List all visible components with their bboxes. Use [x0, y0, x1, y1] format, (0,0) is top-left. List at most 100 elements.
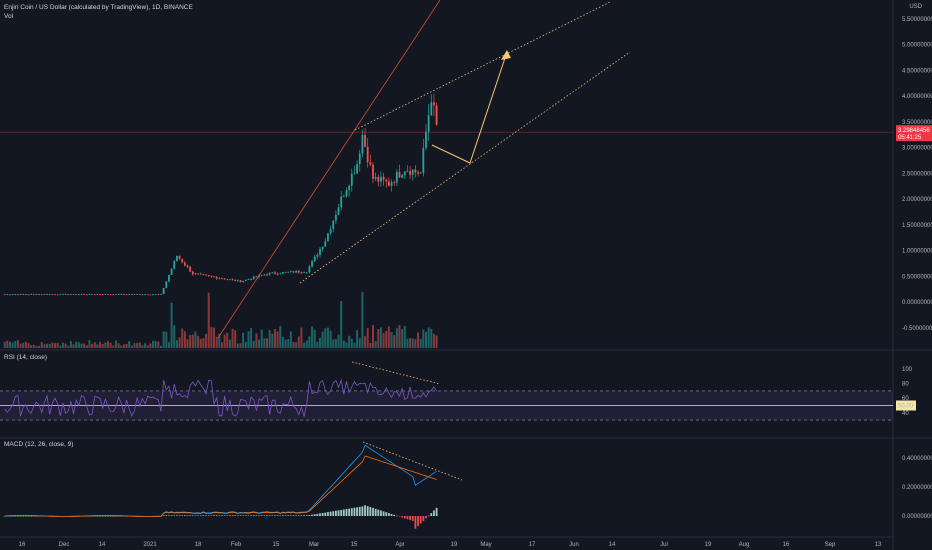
candle-body — [48, 294, 51, 296]
candle-body — [83, 294, 86, 295]
macd-histogram-bar — [202, 515, 205, 516]
candle-body — [247, 279, 250, 280]
candle-body — [366, 146, 369, 163]
candle-body — [162, 288, 165, 294]
rsi-divergence — [351, 361, 441, 385]
volume-bar — [91, 344, 94, 348]
macd-histogram-bar — [30, 515, 33, 517]
volume-bar — [141, 345, 144, 348]
candle-body — [417, 172, 419, 174]
x-tick-label: 14 — [609, 542, 616, 548]
candle-body — [361, 134, 364, 154]
volume-bar — [422, 329, 425, 348]
volume-bar — [266, 338, 268, 348]
volume-bar — [19, 343, 22, 348]
volume-bar — [207, 292, 210, 348]
candle-body — [311, 261, 313, 267]
macd-histogram-bar — [353, 507, 356, 516]
volume-bar — [154, 340, 157, 348]
macd-histogram-bar — [350, 508, 353, 516]
macd-histogram-bar — [207, 515, 210, 517]
candle-body — [305, 272, 308, 274]
macd-histogram-bar — [239, 515, 242, 516]
candle-body — [9, 294, 11, 296]
macd-histogram-bar — [176, 515, 178, 516]
volume-bar — [255, 333, 258, 348]
macd-histogram-bar — [191, 515, 194, 517]
volume-bar — [244, 342, 247, 348]
volume-bar — [11, 342, 14, 348]
candle-body — [313, 256, 316, 262]
volume-bar — [48, 343, 51, 348]
macd-histogram-bar — [435, 507, 438, 516]
volume-bar — [162, 331, 165, 348]
candle-body — [157, 294, 160, 295]
volume-bar — [247, 331, 250, 348]
volume-bar — [334, 338, 337, 348]
macd-histogram-bar — [22, 515, 25, 517]
macd-histogram-bar — [236, 515, 239, 517]
candle-body — [93, 294, 96, 296]
candle-body — [152, 294, 154, 296]
candle-body — [30, 294, 33, 295]
candle-body — [401, 175, 404, 178]
volume-bar — [85, 345, 88, 348]
candle-body — [104, 294, 107, 295]
x-tick-label: 16 — [783, 542, 790, 548]
y-tick-label: 2.00000000 — [902, 197, 932, 203]
volume-bar — [30, 345, 33, 348]
macd-histogram-bar — [93, 515, 96, 517]
volume-bar — [403, 326, 406, 348]
price-tag-countdown: 05:41:25 — [898, 135, 922, 141]
candle-body — [205, 274, 207, 276]
candle-body — [380, 176, 382, 182]
volume-bar — [228, 339, 231, 348]
candle-body — [101, 294, 104, 296]
volume-bar — [342, 340, 345, 348]
candle-body — [141, 294, 144, 296]
macd-histogram-bar — [109, 515, 112, 517]
volume-bar — [93, 342, 96, 348]
volume-bar — [8, 341, 11, 348]
candle-body — [221, 278, 223, 280]
macd-tick: 0.00000000 — [902, 514, 932, 520]
macd-histogram-bar — [356, 507, 358, 516]
macd-histogram-bar — [279, 515, 282, 517]
volume-bar — [64, 343, 67, 348]
volume-bar — [239, 343, 242, 348]
volume-bar — [218, 333, 221, 348]
macd-histogram-bar — [340, 509, 343, 516]
y-tick-label: -0.50000000 — [902, 326, 932, 332]
candle-body — [335, 214, 337, 221]
candle-body — [282, 272, 284, 274]
macd-histogram-bar — [218, 515, 221, 516]
macd-histogram-bar — [369, 507, 372, 516]
volume-bar — [51, 342, 54, 348]
macd-histogram-bar — [372, 507, 374, 516]
volume-bar — [263, 338, 266, 348]
volume-bar — [292, 341, 295, 348]
volume-bar — [165, 331, 168, 348]
macd-histogram-bar — [268, 515, 271, 516]
volume-bar — [411, 338, 414, 348]
candle-body — [356, 164, 358, 174]
candle-body — [125, 294, 128, 296]
candle-body — [40, 294, 43, 296]
candle-body — [332, 220, 335, 230]
candle-body — [411, 169, 414, 175]
rsi-mid-tag — [896, 400, 916, 411]
macd-histogram-bar — [422, 516, 425, 521]
macd-histogram-bar — [32, 515, 35, 517]
candle-body — [342, 196, 345, 197]
rsi-line — [4, 378, 437, 418]
candle-body — [303, 272, 305, 274]
candle-body — [96, 294, 99, 296]
macd-histogram-bar — [348, 508, 351, 516]
volume-bar — [276, 331, 279, 348]
volume-bar — [419, 338, 422, 348]
macd-divergence — [362, 441, 463, 481]
volume-bar — [326, 327, 329, 348]
macd-histogram-bar — [388, 513, 390, 516]
macd-histogram-bar — [252, 515, 255, 516]
